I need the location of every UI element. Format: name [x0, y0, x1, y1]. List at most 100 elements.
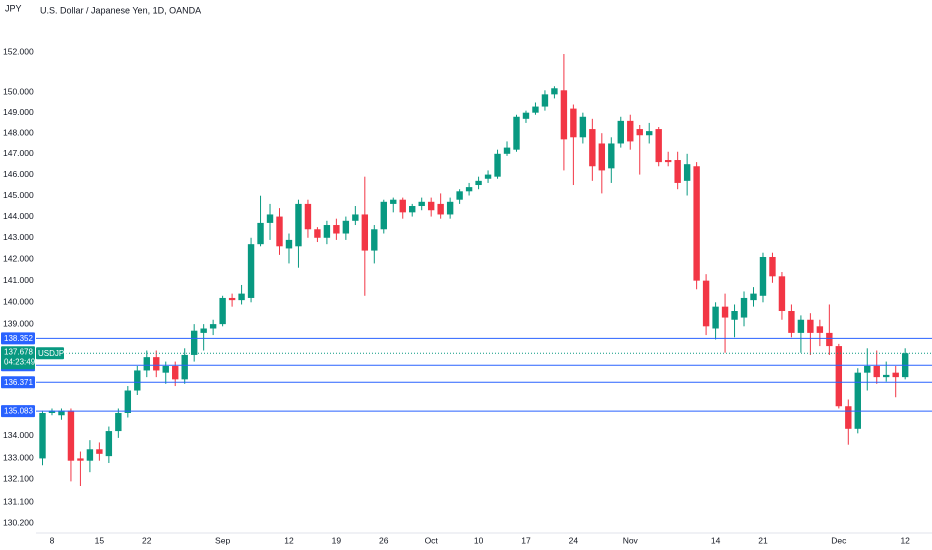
candle-body [551, 88, 558, 95]
candle-body [892, 372, 899, 378]
candle-body [446, 201, 454, 215]
candle-body [342, 220, 350, 234]
y-tick-label: 147.000 [3, 148, 34, 158]
y-tick-label: 149.000 [3, 107, 34, 117]
x-tick-label: Sep [215, 535, 230, 545]
candle-body [646, 131, 653, 136]
candle-body [115, 412, 122, 432]
candle-body [465, 187, 473, 192]
candle-body [816, 326, 824, 333]
candle-body [333, 225, 340, 234]
currency-label: JPY [5, 3, 22, 13]
symbol-label: USDJPY [38, 349, 70, 358]
candle-body [494, 153, 501, 177]
price-line-tag [1, 405, 35, 418]
candle-body [541, 94, 549, 107]
candle-body [702, 280, 710, 327]
y-tick-label: 132.100 [3, 473, 34, 483]
price-line-tag [1, 332, 35, 345]
x-tick-label: 19 [332, 535, 342, 545]
candle-body [134, 370, 141, 391]
candle-body [399, 199, 406, 213]
x-tick-label: 10 [474, 535, 484, 545]
x-tick-label: 12 [284, 535, 294, 545]
candle-body [427, 201, 435, 211]
candle-body [522, 112, 530, 119]
x-tick-label: 26 [379, 535, 389, 545]
candle-body [67, 410, 75, 461]
candle-body [721, 306, 729, 318]
candle-body [219, 297, 226, 325]
candle-body [437, 203, 444, 215]
candle-body [266, 214, 274, 223]
candle-body [105, 431, 113, 457]
candle-body [209, 324, 217, 329]
x-tick-label: 14 [711, 535, 721, 545]
price-line-label: 138.352 [4, 334, 33, 343]
candle-body [390, 199, 397, 204]
candle-body [864, 366, 871, 373]
candle-body [797, 319, 805, 333]
y-tick-label: 141.000 [3, 275, 34, 285]
candle-body [276, 216, 283, 247]
candle-body [598, 143, 606, 171]
candle-body [484, 174, 492, 179]
candle-body [712, 306, 719, 329]
candle-body [826, 332, 833, 347]
candle-body [608, 143, 615, 169]
candle-body [835, 346, 843, 407]
y-tick-label: 144.000 [3, 211, 34, 221]
price-line-label: 136.371 [4, 378, 33, 387]
x-tick-label: 15 [95, 535, 105, 545]
candle-body [418, 201, 425, 207]
candle-body [503, 147, 511, 154]
candle-body [759, 256, 767, 296]
candle-body [683, 164, 691, 181]
candle-body [883, 374, 890, 378]
candle-body [323, 225, 331, 238]
candle-body [143, 357, 150, 371]
x-tick-label: 8 [50, 535, 55, 545]
candle-body [295, 203, 302, 247]
x-tick-label: Oct [425, 535, 439, 545]
x-tick-label: 21 [758, 535, 768, 545]
candle-body [314, 229, 321, 238]
candle-body [371, 229, 378, 251]
candle-body [285, 239, 293, 249]
candle-body [693, 166, 700, 281]
candle-body [873, 366, 880, 378]
candle-body [456, 191, 463, 200]
candle-body [674, 160, 681, 183]
y-tick-label: 146.000 [3, 169, 34, 179]
y-tick-label: 148.000 [3, 127, 34, 137]
candle-body [380, 201, 387, 230]
candle-body [807, 319, 814, 333]
countdown-label: 04:23:49 [4, 357, 36, 366]
candle-body [39, 412, 46, 459]
candle-body [200, 328, 207, 333]
candle-body [257, 222, 264, 245]
candle-body [172, 366, 179, 380]
candle-body [96, 449, 103, 454]
candle-body [740, 297, 748, 318]
candle-body [409, 206, 416, 213]
candle-body [86, 449, 94, 461]
candle-body [617, 120, 624, 144]
last-price-tag [1, 346, 35, 370]
candle-body [778, 276, 786, 312]
candle-body [664, 160, 672, 163]
x-tick-label: Nov [623, 535, 639, 545]
x-tick-label: Dec [831, 535, 847, 545]
candle-body [238, 293, 245, 301]
symbol-tag [36, 347, 64, 360]
y-tick-label: 152.000 [3, 46, 34, 56]
y-tick-label: 145.000 [3, 190, 34, 200]
y-tick-label: 143.000 [3, 232, 34, 242]
y-tick-label: 134.000 [3, 430, 34, 440]
candle-body [731, 311, 738, 320]
candle-body [153, 357, 160, 371]
y-tick-label: 150.000 [3, 87, 34, 97]
y-tick-label: 140.000 [3, 297, 34, 307]
candle-body [58, 410, 65, 416]
